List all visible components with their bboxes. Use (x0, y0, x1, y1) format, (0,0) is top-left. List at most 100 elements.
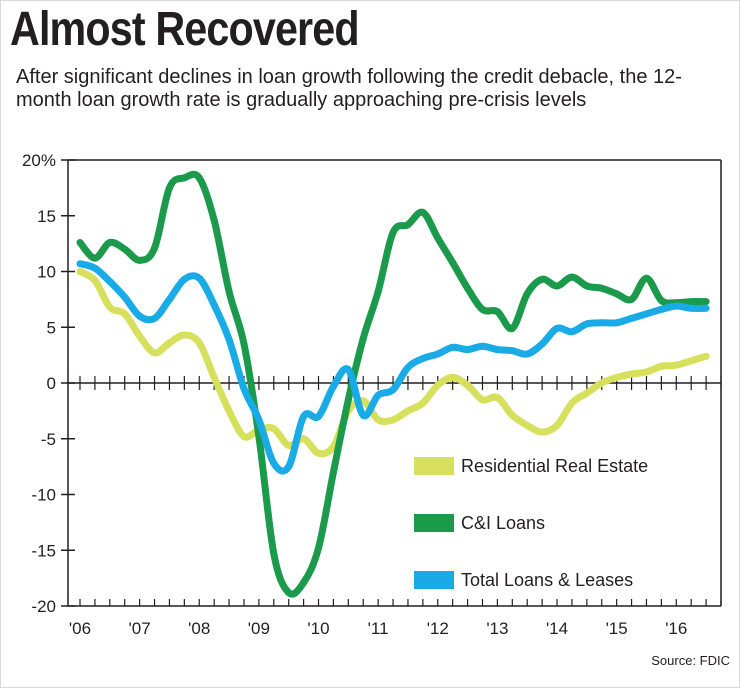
total-loans-leases-point (91, 264, 99, 272)
total-loans-leases-point (493, 346, 501, 354)
residential-real-estate-point (136, 332, 144, 340)
total-loans-leases-point (523, 350, 531, 358)
c-i-loans-point (404, 221, 412, 229)
total-loans-leases-point (180, 275, 188, 283)
residential-real-estate-legend-swatch (414, 457, 454, 475)
residential-real-estate-point (315, 449, 323, 457)
c-i-loans-point (76, 239, 84, 247)
c-i-loans-point (329, 468, 337, 476)
residential-real-estate-point (553, 421, 561, 429)
total-loans-leases-point (315, 412, 323, 420)
total-loans-leases-point (210, 301, 218, 309)
y-axis-ticks: 20% 15 10 5 0 -5 -10 -15 -20 (22, 151, 75, 616)
total-loans-leases-point (628, 314, 636, 322)
c-i-loans-point (657, 296, 665, 304)
total-loans-leases-legend-label: Total Loans & Leases (461, 570, 633, 590)
residential-real-estate-point (151, 349, 159, 357)
residential-real-estate-point (672, 361, 680, 369)
chart-title: Almost Recovered (10, 3, 360, 56)
x-tick-label: '10 (307, 619, 329, 638)
total-loans-leases-point (121, 293, 129, 301)
total-loans-leases-point (195, 274, 203, 282)
c-i-loans-legend-label: C&I Loans (461, 513, 545, 533)
residential-real-estate-point (657, 362, 665, 370)
c-i-loans-point (151, 244, 159, 252)
residential-real-estate-point (389, 416, 397, 424)
total-loans-leases-point (225, 336, 233, 344)
c-i-loans-point (523, 290, 531, 298)
total-loans-leases-point (687, 304, 695, 312)
series-lines (76, 170, 710, 598)
total-loans-leases-point (76, 260, 84, 268)
c-i-loans-point (91, 254, 99, 262)
x-tick-label: '08 (188, 619, 210, 638)
c-i-loans-legend-swatch (414, 514, 454, 532)
y-tick-label: -10 (31, 486, 56, 505)
c-i-loans-point (121, 245, 129, 253)
total-loans-leases-point (642, 310, 650, 318)
residential-real-estate-legend-label: Residential Real Estate (461, 456, 648, 476)
c-i-loans-point (389, 228, 397, 236)
total-loans-leases-point (464, 346, 472, 354)
total-loans-leases-point (255, 416, 263, 424)
residential-real-estate-point (568, 399, 576, 407)
x-tick-label: '14 (546, 619, 568, 638)
total-loans-leases-point (300, 412, 308, 420)
residential-real-estate-point (225, 407, 233, 415)
c-i-loans-point (508, 324, 516, 332)
total-loans-leases-point (568, 328, 576, 336)
c-i-loans-point (180, 174, 188, 182)
c-i-loans-point (478, 305, 486, 313)
residential-real-estate-point (464, 381, 472, 389)
residential-real-estate-point (687, 357, 695, 365)
source-note: Source: FDIC (651, 653, 730, 668)
c-i-loans-point (464, 284, 472, 292)
c-i-loans-point (374, 288, 382, 296)
residential-real-estate-point (508, 411, 516, 419)
total-loans-leases-point (583, 320, 591, 328)
total-loans-leases-points (76, 260, 710, 471)
residential-real-estate-point (613, 373, 621, 381)
c-i-loans-point (359, 334, 367, 342)
total-loans-leases-point (136, 312, 144, 320)
x-tick-label: '15 (606, 619, 628, 638)
total-loans-leases-point (270, 459, 278, 467)
c-i-loans-point (538, 275, 546, 283)
total-loans-leases-point (374, 391, 382, 399)
c-i-loans-point (210, 216, 218, 224)
residential-real-estate-point (195, 339, 203, 347)
c-i-loans-point (687, 298, 695, 306)
c-i-loans-point (285, 589, 293, 597)
y-tick-label: -5 (41, 430, 56, 449)
total-loans-leases-point (389, 386, 397, 394)
c-i-loans-point (225, 288, 233, 296)
c-i-loans-point (598, 284, 606, 292)
c-i-loans-point (642, 274, 650, 282)
total-loans-leases-legend-swatch (414, 571, 454, 589)
total-loans-leases-point (165, 295, 173, 303)
c-i-loans-point (270, 550, 278, 558)
residential-real-estate-point (404, 407, 412, 415)
total-loans-leases-point (419, 354, 427, 362)
y-tick-label: 5 (47, 318, 56, 337)
c-i-loans-point (568, 273, 576, 281)
y-tick-label: -20 (31, 597, 56, 616)
x-axis-ticks: '06 '07 '08 '09 '10 '11 '12 '13 '14 '15 '16 (69, 599, 722, 638)
y-tick-label: 15 (37, 207, 56, 226)
c-i-loans-point (315, 544, 323, 552)
total-loans-leases-point (478, 342, 486, 350)
y-tick-label: -15 (31, 541, 56, 560)
residential-real-estate-point (523, 421, 531, 429)
x-tick-label: '06 (69, 619, 91, 638)
residential-real-estate-point (240, 433, 248, 441)
x-tick-label: '07 (129, 619, 151, 638)
x-tick-label: '12 (427, 619, 449, 638)
c-i-loans-point (195, 174, 203, 182)
y-tick-label: 20% (22, 151, 56, 170)
residential-real-estate-point (285, 441, 293, 449)
residential-real-estate-point (91, 276, 99, 284)
total-loans-leases-point (151, 314, 159, 322)
total-loans-leases-point (106, 278, 114, 286)
residential-real-estate-point (434, 381, 442, 389)
